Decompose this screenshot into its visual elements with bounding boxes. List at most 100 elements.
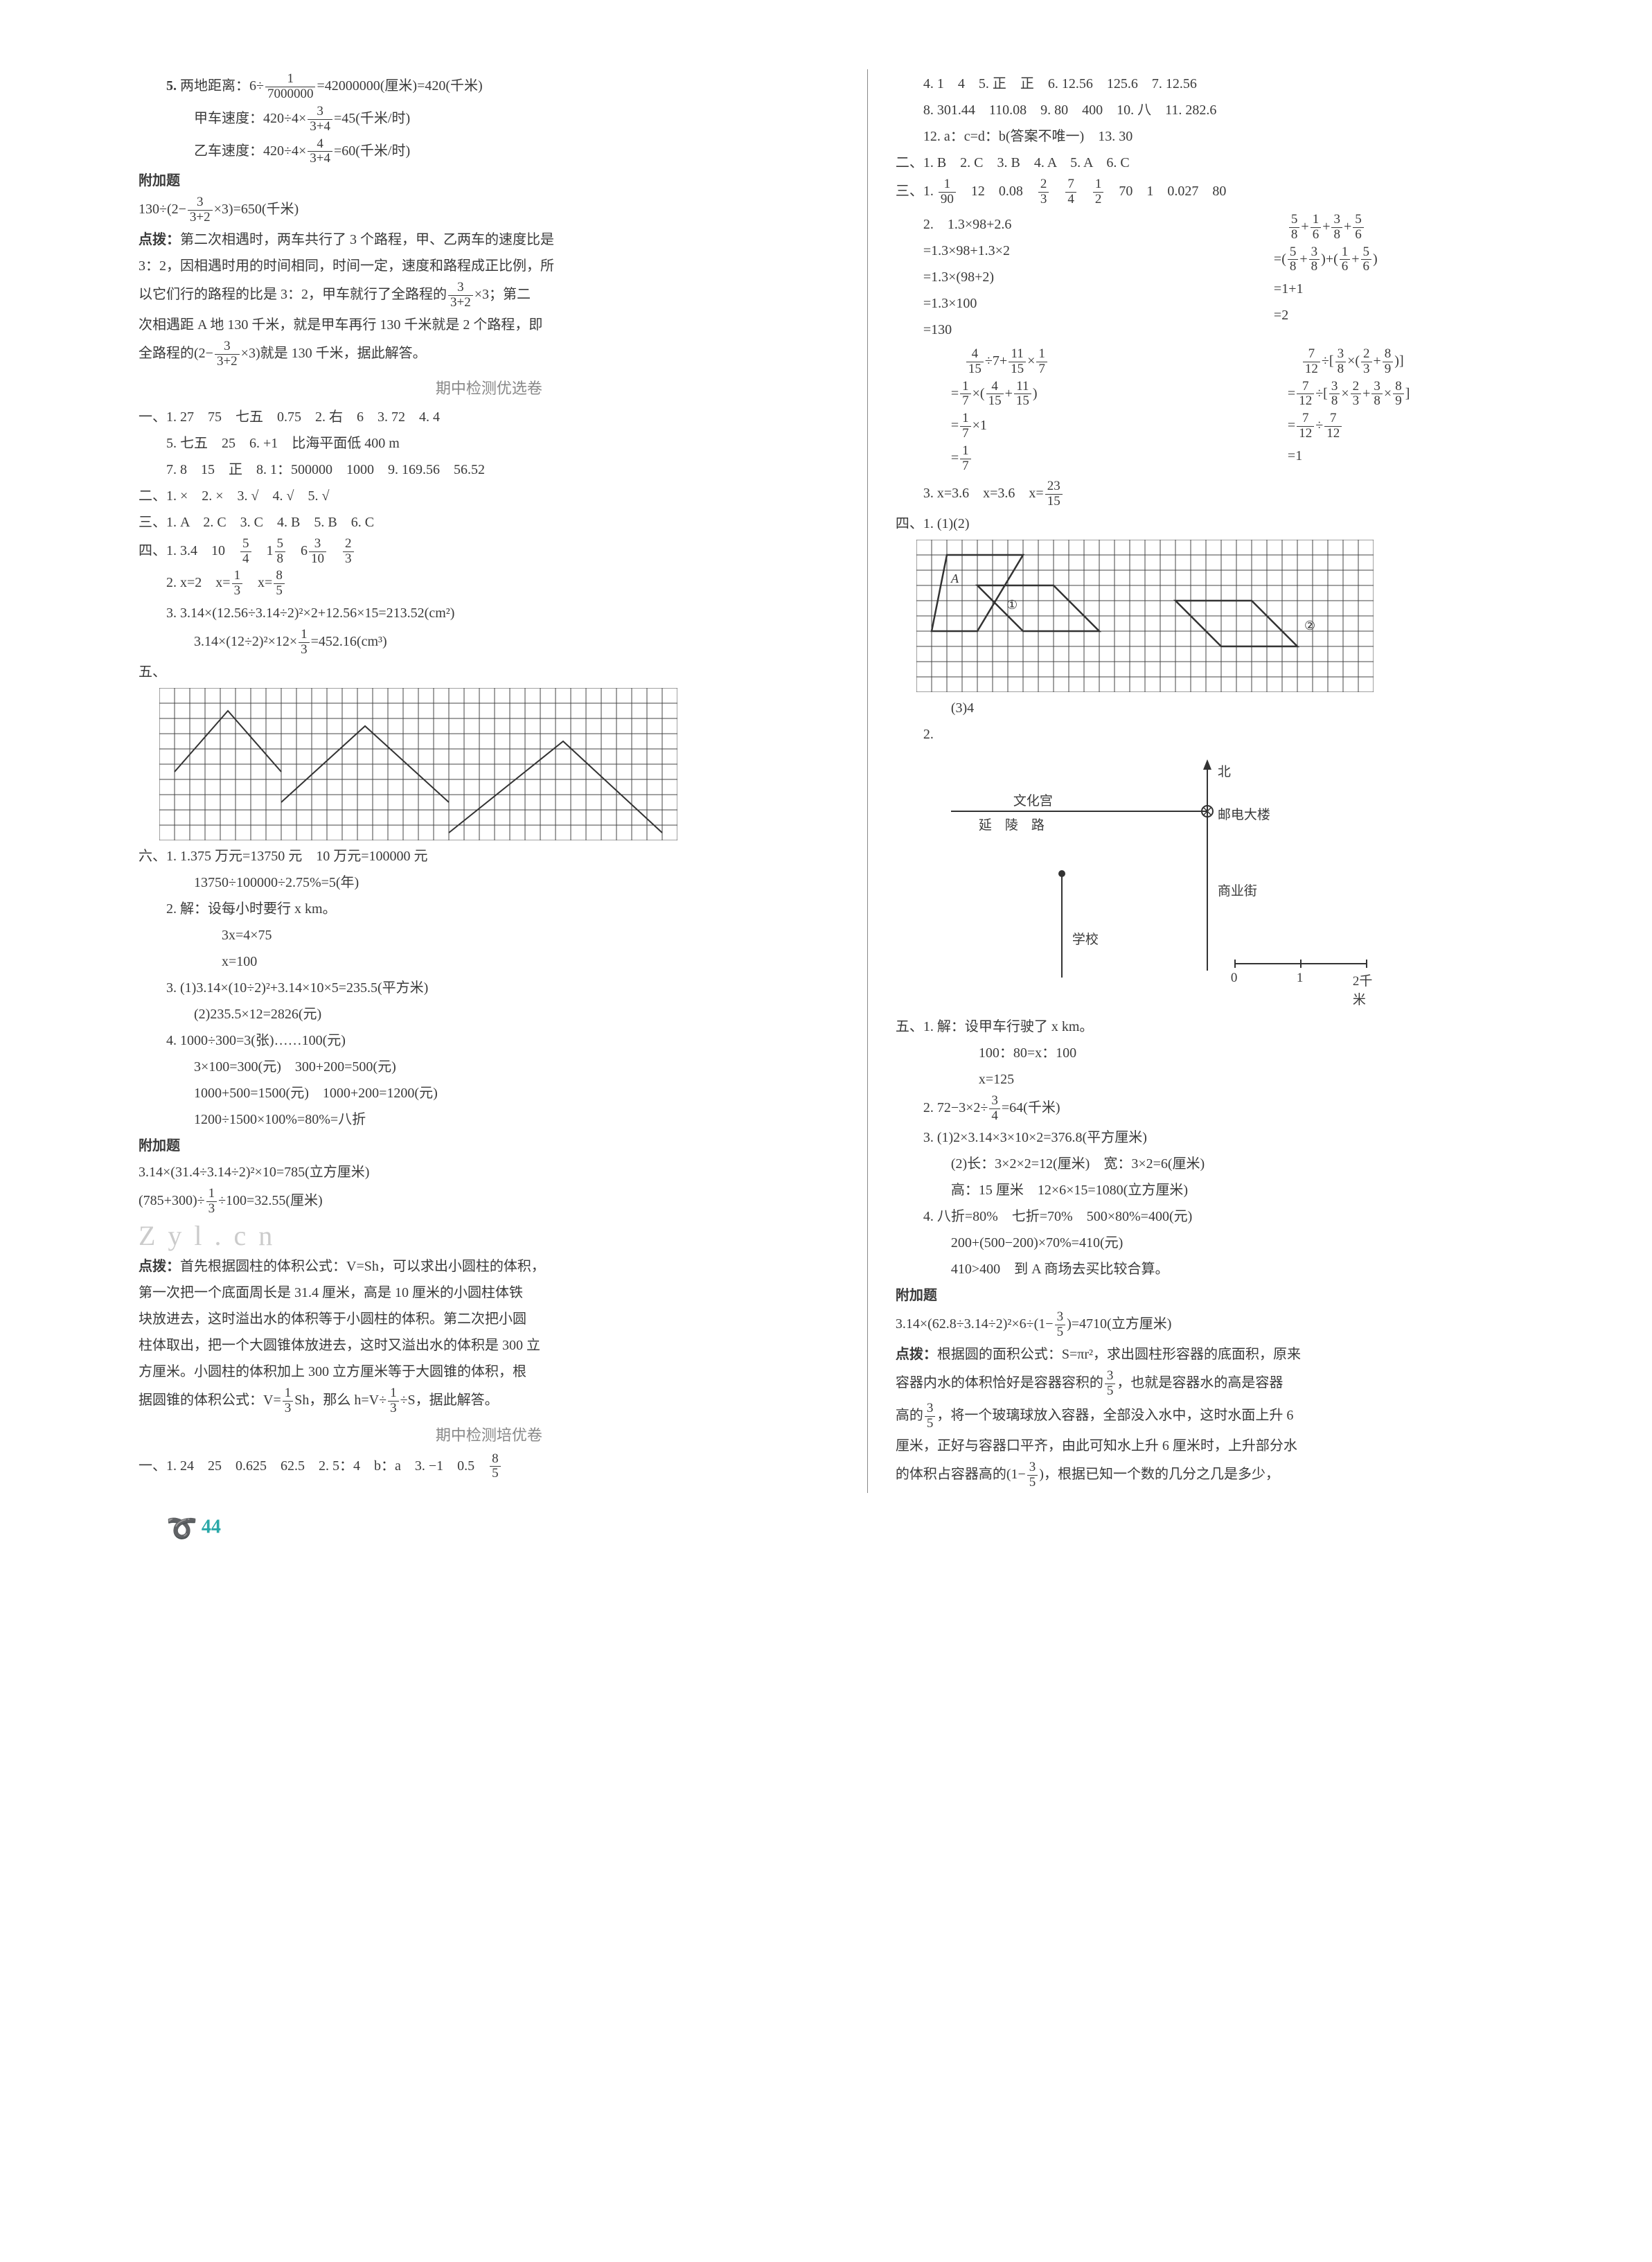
text-line: 据圆锥的体积公式：V=13Sh，那么 h=V÷13÷S，据此解答。 [139,1386,840,1416]
grid-chart-1 [159,688,840,840]
text-line: 块放进去，这时溢出水的体积等于小圆柱的体积。第二次把小圆 [139,1307,840,1331]
text-line: 1200÷1500×100%=80%=八折 [139,1108,840,1131]
map-label: 商业街 [1218,881,1257,899]
text-line: 六、1. 1.375 万元=13750 元 10 万元=100000 元 [139,845,840,868]
equation-columns: 2. 1.3×98+2.6 =1.3×98+1.3×2 =1.3×(98+2) … [896,210,1569,344]
text-line: 四、1. 3.4 10 54 158 6310 23 [139,537,840,567]
equation-columns: 415÷7+1115×17 =17×(415+1115) =17×1 =17 7… [896,344,1569,477]
text-line: 130÷(2−33+2×3)=650(千米) [139,195,840,225]
text-line: 厘米，正好与容器口平齐，由此可知水上升 6 厘米时，上升部分水 [896,1434,1569,1458]
text-line: 3.14×(31.4÷3.14÷2)²×10=785(立方厘米) [139,1160,840,1184]
text-line: (785+300)÷13÷100=32.55(厘米) [139,1187,840,1217]
item-num: 5. [166,78,180,94]
hint-line: 点拨：第二次相遇时，两车共行了 3 个路程，甲、乙两车的速度比是 [139,228,840,251]
eq-line: 712÷[38×(23+89)] [1288,347,1569,377]
text-line: 8. 301.44 110.08 9. 80 400 10. 八 11. 282… [896,98,1569,122]
text-line: 3.14×(62.8÷3.14÷2)²×6÷(1−35)=4710(立方厘米) [896,1310,1569,1340]
text-line: 4. 1 4 5. 正 正 6. 12.56 125.6 7. 12.56 [896,72,1569,96]
text-line: 2. 72−3×2÷34=64(千米) [896,1094,1569,1124]
text-line: 2. x=2 x=13 x=85 [139,569,840,599]
eq-line: =1.3×(98+2) [923,265,1218,289]
fraction: 33+2 [215,339,240,369]
text-line: 3. (1)3.14×(10÷2)²+3.14×10×5=235.5(平方米) [139,976,840,1000]
text-line: 3. (1)2×3.14×3×10×2=376.8(平方厘米) [896,1126,1569,1149]
eq-line: =1.3×98+1.3×2 [923,239,1218,263]
left-column: 5. 两地距离：6÷17000000=42000000(厘米)=420(千米) … [139,69,840,1493]
swirl-icon: ➰ [166,1514,197,1543]
eq-line: =17×(415+1115) [951,380,1232,409]
text-line: 4. 1000÷300=3(张)……100(元) [139,1029,840,1052]
page-number: ➰44 [139,1514,1569,1543]
text-line: x=100 [139,950,840,973]
eq-line: =17×1 [951,412,1232,441]
page: 5. 两地距离：6÷17000000=42000000(厘米)=420(千米) … [139,69,1569,1493]
column-divider [867,69,868,1493]
hint-line: 点拨：根据圆的面积公式：S=πr²，求出圆柱形容器的底面积，原来 [896,1343,1569,1366]
eq-line: =(58+38)+(16+56) [1274,245,1569,275]
map-scale: 2千米 [1353,971,1380,1008]
hint-line: 点拨：首先根据圆柱的体积公式：V=Sh，可以求出小圆柱的体积， [139,1255,840,1278]
fraction: 43+4 [308,137,332,167]
text-line: 二、1. B 2. C 3. B 4. A 5. A 6. C [896,151,1569,175]
text-line: 高：15 厘米 12×6×15=1080(立方厘米) [896,1178,1569,1202]
grid-svg-2: A ① ② [916,540,1374,692]
text-line: 5. 七五 25 6. +1 比海平面低 400 m [139,432,840,455]
text-line: 3×100=300(元) 300+200=500(元) [139,1055,840,1079]
eq-line: =1+1 [1274,277,1569,301]
fraction: 33+2 [188,195,213,225]
eq-line: 415÷7+1115×17 [951,347,1232,377]
text-line: 柱体取出，把一个大圆锥体放进去，这时又溢出水的体积是 300 立 [139,1334,840,1357]
eq-line: 2. 1.3×98+2.6 [923,213,1218,236]
eq-line: 58+16+38+56 [1274,213,1569,242]
text-line: (2)长：3×2×2=12(厘米) 宽：3×2=6(厘米) [896,1152,1569,1176]
section-5-label: 五、 [139,660,840,684]
text-line: 3. x=3.6 x=3.6 x=2315 [896,479,1569,509]
text-line: 2. [896,723,1569,746]
map-scale: 0 [1231,971,1238,986]
text-line: 以它们行的路程的比是 3：2，甲车就行了全路程的33+2×3；第二 [139,281,840,310]
eq-line: =712÷[38×23+38×89] [1288,380,1569,409]
text-line: 1000+500=1500(元) 1000+200=1200(元) [139,1081,840,1105]
eq-line: =1 [1288,444,1569,468]
right-column: 4. 1 4 5. 正 正 6. 12.56 125.6 7. 12.56 8.… [896,69,1569,1493]
text-line: 全路程的(2−33+2×3)就是 130 千米，据此解答。 [139,339,840,369]
text-line: (3)4 [896,696,1569,720]
text-line: 4. 八折=80% 七折=70% 500×80%=400(元) [896,1205,1569,1228]
grid-chart-2: A ① ② [916,540,1569,692]
text-line: 一、1. 24 25 0.625 62.5 2. 5：4 b：a 3. −1 0… [139,1452,840,1482]
eq-line: =17 [951,444,1232,474]
text-line: 13750÷100000÷2.75%=5(年) [139,871,840,894]
grid-svg [159,688,677,840]
text-line: 三、1. A 2. C 3. C 4. B 5. B 6. C [139,511,840,534]
text-line: 410>400 到 A 商场去买比较合算。 [896,1257,1569,1281]
text-line: 甲车速度：420÷4×33+4=45(千米/时) [139,105,840,134]
eq-line: =2 [1274,303,1569,327]
text-line: (2)235.5×12=2826(元) [139,1002,840,1026]
hint-label: 点拨： [139,232,180,247]
heading-bonus: 附加题 [896,1284,1569,1307]
text-line: 3.14×(12÷2)²×12×13=452.16(cm³) [139,628,840,657]
text-line: x=125 [896,1068,1569,1091]
map-label: 学校 [1072,929,1099,948]
text-line: 四、1. (1)(2) [896,512,1569,536]
text-line: 三、1. 190 12 0.08 23 74 12 70 1 0.027 80 [896,177,1569,207]
text-line: 100：80=x：100 [896,1041,1569,1065]
map-label-north: 北 [1218,761,1231,780]
text-line: 7. 8 15 正 8. 1：500000 1000 9. 169.56 56.… [139,458,840,481]
fraction: 33+4 [308,105,332,134]
text-line: 3. 3.14×(12.56÷3.14÷2)²×2+12.56×15=213.5… [139,601,840,625]
text-line: 二、1. × 2. × 3. √ 4. √ 5. √ [139,484,840,508]
text-line: 3x=4×75 [139,924,840,947]
map-diagram: 文化宫 延 陵 路 邮电大楼 商业街 学校 北 0 1 2千米 [937,749,1380,1012]
grid-label-1: ① [1006,598,1018,612]
map-scale: 1 [1297,971,1304,986]
heading-bonus: 附加题 [139,169,840,193]
section-title-midterm-select: 期中检测优选卷 [139,376,840,398]
text-line: 方厘米。小圆柱的体积加上 300 立方厘米等于大圆锥的体积，根 [139,1360,840,1384]
text-line: 第一次把一个底面周长是 31.4 厘米，高是 10 厘米的小圆柱体铁 [139,1281,840,1305]
text-line: 200+(500−200)×70%=410(元) [896,1231,1569,1255]
text-line: 次相遇距 A 地 130 千米，就是甲车再行 130 千米就是 2 个路程，即 [139,313,840,337]
watermark: Z y l . c n [139,1219,840,1252]
grid-label-2: ② [1304,619,1315,633]
fraction: 33+2 [448,281,473,310]
